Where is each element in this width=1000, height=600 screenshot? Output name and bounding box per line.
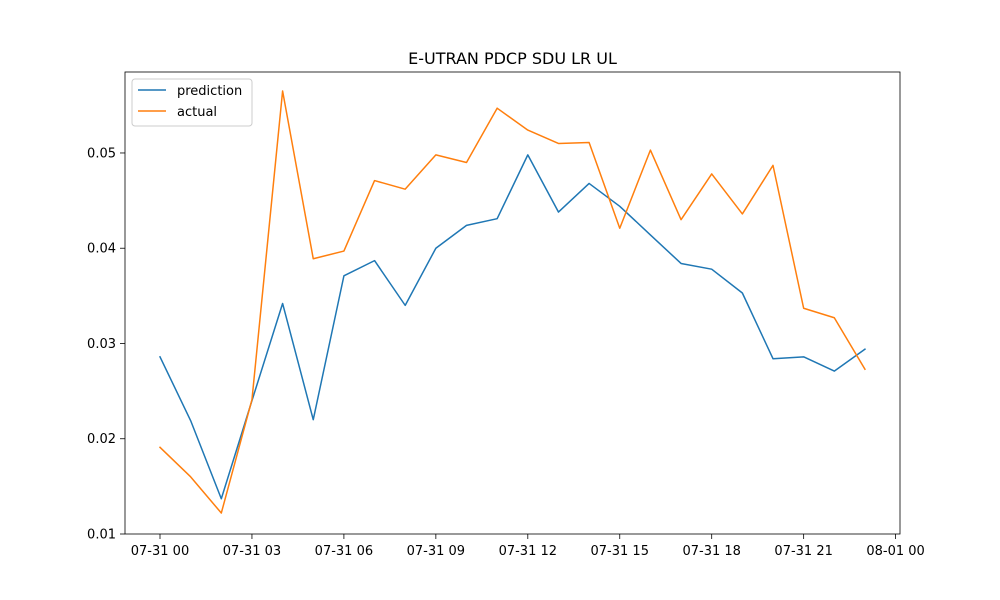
series-line-prediction — [158, 154, 866, 500]
x-tick-label: 07-31 03 — [223, 544, 281, 559]
x-tick-label: 07-31 09 — [407, 544, 465, 559]
series-line-actual — [158, 90, 866, 514]
y-tick-label: 0.03 — [87, 337, 116, 352]
y-tick-label: 0.05 — [87, 146, 116, 161]
legend-label: actual — [177, 105, 217, 120]
series-layer — [158, 90, 866, 514]
legend: prediction actual — [131, 78, 253, 127]
plot-area — [125, 72, 900, 534]
x-tick-label: 07-31 18 — [682, 544, 740, 559]
x-tick-label: 07-31 12 — [499, 544, 557, 559]
y-tick-label: 0.01 — [87, 528, 116, 543]
axes-frame — [124, 71, 901, 535]
x-tick-label: 07-31 21 — [774, 544, 832, 559]
x-tick-label: 08-01 00 — [866, 544, 924, 559]
legend-label: prediction — [177, 84, 242, 99]
axes-layer: 07-31 00 07-31 03 07-31 06 07-31 09 07-31 12… — [87, 71, 925, 559]
x-tick-label: 07-31 00 — [131, 544, 189, 559]
y-tick-label: 0.02 — [87, 432, 116, 447]
x-tick-label: 07-31 15 — [591, 544, 649, 559]
x-tick-label: 07-31 06 — [315, 544, 373, 559]
y-tick-label: 0.04 — [87, 242, 116, 257]
chart-title: E-UTRAN PDCP SDU LR UL — [408, 49, 617, 68]
